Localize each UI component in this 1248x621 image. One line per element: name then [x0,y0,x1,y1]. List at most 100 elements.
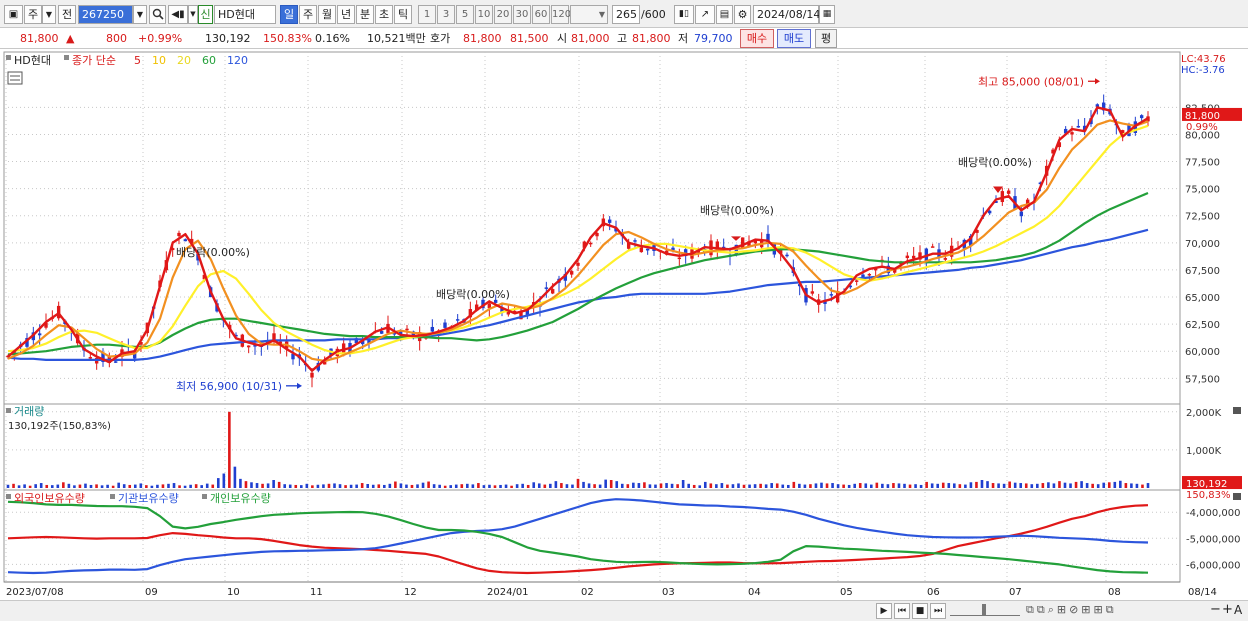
search-icon[interactable] [149,5,166,24]
speaker-dropdown-icon[interactable]: ▼ [188,5,198,24]
chart-area[interactable]: 57,500 60,000 62,500 65,000 67,500 70,000 72,5… [0,50,1248,600]
save-icon[interactable]: ▤ [716,5,733,24]
volume-bar [161,484,165,488]
unit-button-4[interactable]: 분 [356,5,374,24]
volume-bar [775,483,779,488]
interval-dropdown[interactable]: ▼ [570,5,608,24]
panel-close-icon[interactable] [1233,407,1241,414]
candle-body [607,219,612,223]
candle-body [474,304,479,311]
interval-button-3[interactable]: 10 [475,5,493,24]
dividend-annotation: 배당락(0.00%) [176,246,250,259]
calendar-icon[interactable]: ▦ [819,5,835,24]
dropdown-chevron-icon[interactable]: ▼ [42,5,56,24]
scroll-thumb[interactable] [982,604,986,616]
candle-body [987,210,992,214]
eval-button[interactable]: 평 [815,29,837,48]
volume-bar [986,481,989,488]
candle-body [677,257,682,260]
volume-bar [1069,483,1072,488]
volume-bar [211,484,215,488]
unit-button-1[interactable]: 주 [299,5,317,24]
volume-bar [604,479,607,488]
legend-bullet-icon [6,55,11,60]
unit-button-3[interactable]: 년 [337,5,355,24]
candle-body [278,341,283,345]
prev-button[interactable]: 전 [58,5,76,24]
period-select[interactable]: 주 [24,5,42,24]
volume-bar [1102,482,1106,488]
volume-bar [288,484,292,488]
auto-fit-button[interactable]: A [1234,603,1243,617]
candle-body [189,238,194,244]
interval-button-1[interactable]: 3 [437,5,455,24]
volume-bar [814,483,818,488]
scroll-button-2[interactable]: ■ [912,603,928,619]
legend-bullet-icon [110,494,115,499]
interval-button-6[interactable]: 60 [532,5,550,24]
volume-bar [405,484,408,488]
volume-bar [515,484,519,488]
volume-bar [471,484,475,488]
volume-bar [1019,483,1023,488]
time-axis-label: 05 [840,587,853,598]
count-input[interactable]: 265 [612,5,640,24]
volume-bar [892,483,895,488]
sell-button[interactable]: 매도 [777,29,811,48]
time-axis-label: 02 [581,587,594,598]
volume-bar [466,483,469,488]
new-badge: 신 [198,5,213,24]
overlay-icons[interactable]: ⧉⧉⌕⊞⊘⊞⊞⧉ [1026,603,1117,616]
buy-button[interactable]: 매수 [740,29,774,48]
scroll-button-1[interactable]: ⏮ [894,603,910,619]
code-dropdown-icon[interactable]: ▼ [133,5,147,24]
stock-name-field[interactable]: HD현대 [214,5,276,24]
volume-bar [23,484,26,488]
panel-close-icon[interactable] [1233,493,1241,500]
interval-button-0[interactable]: 1 [418,5,436,24]
interval-button-4[interactable]: 20 [494,5,512,24]
volume-bar [1080,481,1083,488]
unit-button-6[interactable]: 틱 [394,5,412,24]
stock-code-input[interactable]: 267250 [78,5,133,24]
draw-tools-icon[interactable]: ↗ [695,5,715,24]
candle-body [25,337,29,347]
speaker-icon[interactable]: ◀▮ [168,5,188,24]
zoom-out-button[interactable]: − [1210,602,1221,617]
candle-body [645,248,650,251]
candle-type-icon[interactable]: ▮▯ [674,5,694,24]
candle-body [861,274,865,279]
volume-bar [377,484,381,488]
unit-button-2[interactable]: 월 [318,5,336,24]
candle-body [930,246,935,248]
volume-bar [493,485,497,488]
candle-body [1051,149,1055,154]
candle-body [892,269,897,273]
candle-body [379,330,384,334]
interval-button-5[interactable]: 30 [513,5,531,24]
gear-icon[interactable]: ⚙ [734,5,751,24]
legend-bullet-icon [202,494,207,499]
unit-button-5[interactable]: 초 [375,5,393,24]
candle-body [291,353,295,360]
volume-bar [947,483,951,488]
table-toggle-icon[interactable] [7,71,23,85]
chart-svg[interactable]: 57,500 60,000 62,500 65,000 67,500 70,000 72,5… [0,50,1248,600]
zoom-in-button[interactable]: + [1222,602,1233,617]
price-axis-label: 80,000 [1185,130,1220,141]
time-axis-label: 08 [1108,587,1121,598]
scroll-button-0[interactable]: ▶ [876,603,892,619]
time-axis-label: 03 [662,587,675,598]
interval-button-7[interactable]: 120 [551,5,571,24]
volume-bar [366,484,370,488]
unit-button-0[interactable]: 일 [280,5,298,24]
price-axis-label: 75,000 [1185,185,1220,196]
candle-body [88,357,93,359]
interval-button-2[interactable]: 5 [456,5,474,24]
volume-bar [383,484,386,488]
window-icon[interactable]: ▣ [4,5,23,24]
volume-bar [565,484,569,488]
scroll-button-3[interactable]: ⏭ [930,603,946,619]
volume-bar [809,484,812,488]
date-input[interactable]: 2024/08/14 [753,5,820,24]
